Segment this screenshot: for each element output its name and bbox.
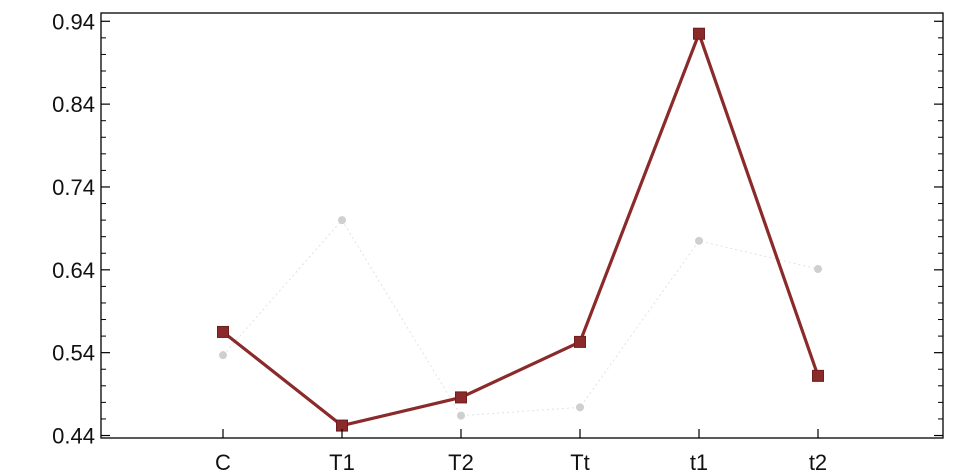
y-tick-label: 0.64 (52, 258, 95, 283)
faded-series-point (576, 403, 584, 412)
y-axis: 0.44 0.54 0.64 0.74 0.84 0.94 (52, 9, 943, 449)
x-tick-label: T2 (448, 450, 474, 473)
x-tick-label: t1 (690, 450, 708, 473)
main-series-layer (217, 27, 824, 432)
y-tick-label: 0.74 (52, 175, 95, 200)
y-tick-label: 0.44 (52, 424, 95, 449)
y-tick-label: 0.54 (52, 341, 95, 366)
main-series-point (812, 369, 824, 382)
faded-series-layer (219, 216, 822, 420)
faded-series-point (338, 216, 346, 225)
x-axis: C T1 T2 Tt t1 t2 (215, 429, 827, 473)
main-series-point (455, 391, 467, 404)
faded-series-point (695, 236, 703, 245)
x-tick-label: Tt (570, 450, 590, 473)
faded-series-point (814, 264, 822, 273)
x-tick-label: T1 (329, 450, 355, 473)
main-series-point (574, 335, 586, 348)
main-series-point (217, 325, 229, 338)
x-tick-label: C (215, 450, 231, 473)
plot-frame (100, 12, 944, 439)
y-tick-label: 0.94 (52, 9, 95, 34)
main-series-line (222, 32, 820, 428)
main-series-point (693, 27, 705, 40)
x-tick-label: t2 (809, 450, 827, 473)
y-tick-label: 0.84 (52, 92, 95, 117)
faded-series-point (219, 351, 227, 360)
faded-series-point (457, 411, 465, 420)
